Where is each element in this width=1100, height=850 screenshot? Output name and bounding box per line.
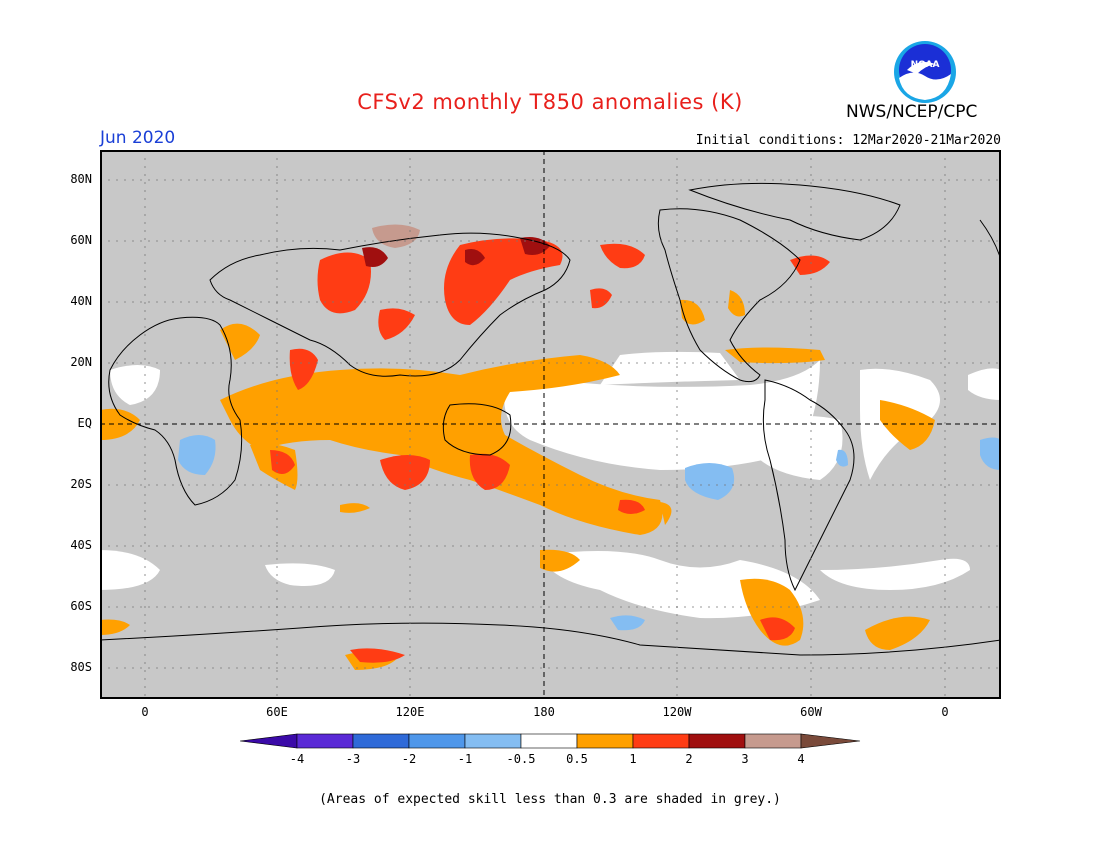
colorbar-swatch [352, 733, 410, 749]
colorbar-swatch [408, 733, 466, 749]
lon-labels: 0 60E 120E 180 120W 60W 0 [100, 705, 1001, 725]
lat-label: 40N [70, 294, 92, 308]
colorbar-label: -4 [290, 752, 304, 766]
lon-label: 60W [800, 705, 822, 719]
agency-label: NWS/NCEP/CPC [846, 102, 978, 122]
map-frame [100, 150, 1001, 699]
colorbar-low-arrow [240, 733, 298, 749]
lon-label: 120W [662, 705, 692, 719]
lat-label: 40S [70, 538, 92, 552]
colorbar-label: 3 [741, 752, 748, 766]
colorbar-swatch [576, 733, 634, 749]
colorbar-swatch [520, 733, 578, 749]
colorbar-swatch [744, 733, 802, 749]
coastlines [100, 182, 1001, 656]
lon-label: 120E [395, 705, 425, 719]
colorbar-label: 4 [797, 752, 804, 766]
forecast-month: Jun 2020 [100, 128, 176, 148]
colorbar-label: 2 [685, 752, 692, 766]
colorbar-label: -2 [402, 752, 416, 766]
lat-label: 20N [70, 355, 92, 369]
lon-label: 60E [266, 705, 288, 719]
lat-label: EQ [77, 416, 92, 430]
logo-text: NOAA [911, 60, 940, 70]
chart-title: CFSv2 monthly T850 anomalies (K) [357, 90, 743, 114]
lat-label: 60S [70, 599, 92, 613]
colorbar-label: 1 [629, 752, 636, 766]
colorbar-label: -1 [458, 752, 472, 766]
colorbar-swatch [296, 733, 354, 749]
colorbar-label: -0.5 [507, 752, 536, 766]
footnote: (Areas of expected skill less than 0.3 a… [319, 792, 781, 807]
reference-lines [100, 150, 1001, 699]
initial-conditions: Initial conditions: 12Mar2020-21Mar2020 [695, 133, 1001, 148]
colorbar-swatch [688, 733, 746, 749]
lon-label: 0 [141, 705, 149, 719]
dark-red-regions [362, 237, 550, 267]
colorbar: -4 -3 -2 -1 -0.5 0.5 1 2 3 4 [240, 733, 861, 766]
lat-labels: 80N 60N 40N 20N EQ 20S 40S 60S 80S [50, 150, 96, 699]
lat-label: 80N [70, 172, 92, 186]
blue-regions [178, 435, 1001, 631]
colorbar-swatch [632, 733, 690, 749]
colorbar-label: 0.5 [566, 752, 588, 766]
lon-label: 180 [533, 705, 555, 719]
noaa-logo: NOAA [894, 41, 956, 103]
colorbar-high-arrow [800, 733, 861, 749]
lat-label: 60N [70, 233, 92, 247]
grid-lines [100, 150, 1001, 699]
colorbar-label: -3 [346, 752, 360, 766]
lon-label: 0 [941, 705, 949, 719]
colorbar-swatch [464, 733, 522, 749]
lat-label: 80S [70, 660, 92, 674]
lat-label: 20S [70, 477, 92, 491]
anomaly-map [100, 150, 1001, 699]
